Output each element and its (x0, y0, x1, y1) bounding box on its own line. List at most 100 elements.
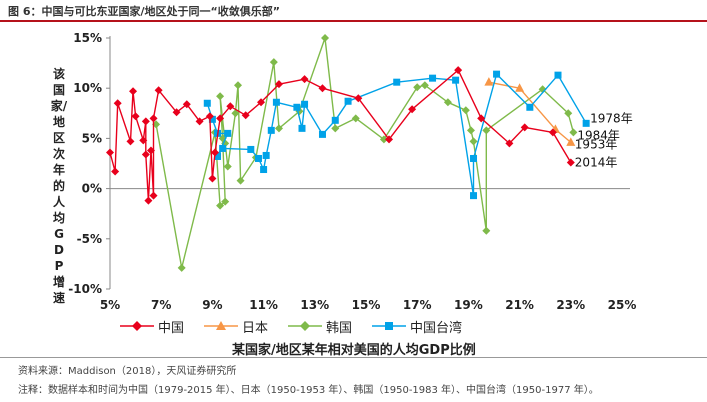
series-line-china (109, 69, 572, 202)
data-point-taiwan (344, 97, 352, 105)
data-point-china (454, 66, 463, 75)
x-tick-label: 13% (300, 298, 329, 312)
x-tick-label: 9% (202, 298, 222, 312)
data-point-korea (569, 128, 578, 137)
data-point-korea (274, 124, 283, 133)
data-point-china (113, 99, 122, 108)
x-tick-label: 25% (608, 298, 637, 312)
data-point-korea (466, 126, 475, 135)
data-point-china (146, 146, 155, 155)
data-point-taiwan (301, 100, 309, 108)
data-point-china (205, 112, 214, 121)
data-point-china (566, 158, 575, 167)
data-point-china (195, 117, 204, 126)
y-tick-label: 0% (82, 182, 102, 196)
series-line-japan (488, 81, 572, 143)
data-point-china (182, 100, 191, 109)
footer-rule (0, 357, 707, 358)
data-point-korea (482, 226, 491, 235)
data-point-china (505, 139, 514, 148)
data-point-taiwan (208, 115, 216, 123)
legend-item-korea: 韩国 (288, 317, 352, 336)
data-point-taiwan (526, 103, 534, 111)
data-point-taiwan (298, 124, 306, 132)
data-point-korea (420, 81, 429, 90)
data-point-korea (223, 162, 232, 171)
data-point-taiwan (262, 151, 270, 159)
data-point-korea (413, 83, 422, 92)
data-point-taiwan (493, 70, 501, 78)
data-point-korea (236, 176, 245, 185)
data-point-china (149, 114, 158, 123)
data-point-china (354, 94, 363, 103)
y-tick-label: 5% (82, 131, 102, 145)
data-point-korea (379, 135, 388, 144)
y-tick-label: -10% (68, 282, 102, 296)
data-point-korea (469, 137, 478, 146)
x-tick-label: 17% (403, 298, 432, 312)
x-tick-label: 11% (249, 298, 278, 312)
y-tick-label: 10% (73, 81, 102, 95)
data-point-taiwan (470, 154, 478, 162)
data-point-china (141, 150, 150, 159)
data-point-china (385, 135, 394, 144)
data-point-korea (321, 34, 330, 42)
data-point-taiwan (318, 130, 326, 138)
x-tick-label: 19% (454, 298, 483, 312)
y-tick-label: -5% (77, 232, 102, 246)
data-point-korea (482, 126, 491, 135)
data-point-china (300, 75, 309, 84)
annotation-label: 1953年 (575, 137, 618, 151)
data-point-taiwan (429, 74, 437, 82)
data-point-taiwan (452, 76, 460, 84)
x-tick-label: 7% (151, 298, 171, 312)
title-rule (0, 20, 707, 22)
data-point-taiwan (393, 78, 401, 86)
x-tick-label: 23% (556, 298, 585, 312)
data-point-taiwan (214, 152, 222, 160)
data-point-japan (515, 83, 525, 92)
x-axis-label: 某国家/地区某年相对美国的人均GDP比例 (232, 343, 476, 358)
data-point-china (408, 105, 417, 114)
data-point-china (477, 114, 486, 123)
data-point-japan (566, 137, 576, 146)
data-point-taiwan (331, 116, 339, 124)
data-point-korea (177, 263, 186, 272)
data-point-china (149, 191, 158, 200)
data-point-taiwan (470, 192, 478, 200)
data-point-taiwan (554, 71, 562, 79)
data-point-taiwan (224, 129, 232, 137)
data-point-china (520, 123, 529, 132)
x-tick-label: 21% (505, 298, 534, 312)
x-tick-label: 15% (352, 298, 381, 312)
data-point-taiwan (267, 126, 275, 134)
legend-label-taiwan: 中国台湾 (410, 320, 463, 336)
data-point-china (208, 174, 217, 183)
legend-swatch-taiwan (372, 322, 407, 330)
data-point-china (241, 111, 250, 120)
data-point-taiwan (219, 144, 227, 152)
data-point-china (139, 136, 148, 145)
data-point-taiwan (272, 98, 280, 106)
legend-item-china: 中国 (120, 317, 184, 336)
legend-swatch-japan (204, 321, 239, 330)
data-point-korea (351, 114, 360, 123)
legend-label-china: 中国 (158, 320, 185, 336)
data-point-china (106, 148, 114, 157)
data-point-korea (231, 109, 240, 118)
y-axis-label: 该国家/地区次年的人均GDP增速 (50, 67, 68, 305)
sample-note: 注释：数据样本和时间为中国（1979-2015 年）、日本（1950-1953 … (18, 385, 599, 396)
x-tick-label: 5% (100, 298, 120, 312)
data-point-korea (234, 81, 242, 90)
data-point-taiwan (203, 99, 211, 107)
data-point-china (144, 196, 153, 205)
data-point-taiwan (582, 119, 590, 127)
data-point-taiwan (254, 154, 262, 162)
data-point-china (318, 84, 327, 93)
data-point-taiwan (260, 166, 268, 174)
data-point-taiwan (293, 103, 301, 111)
data-point-china (257, 98, 266, 107)
data-point-china (111, 167, 120, 176)
legend-swatch-korea (288, 321, 323, 331)
